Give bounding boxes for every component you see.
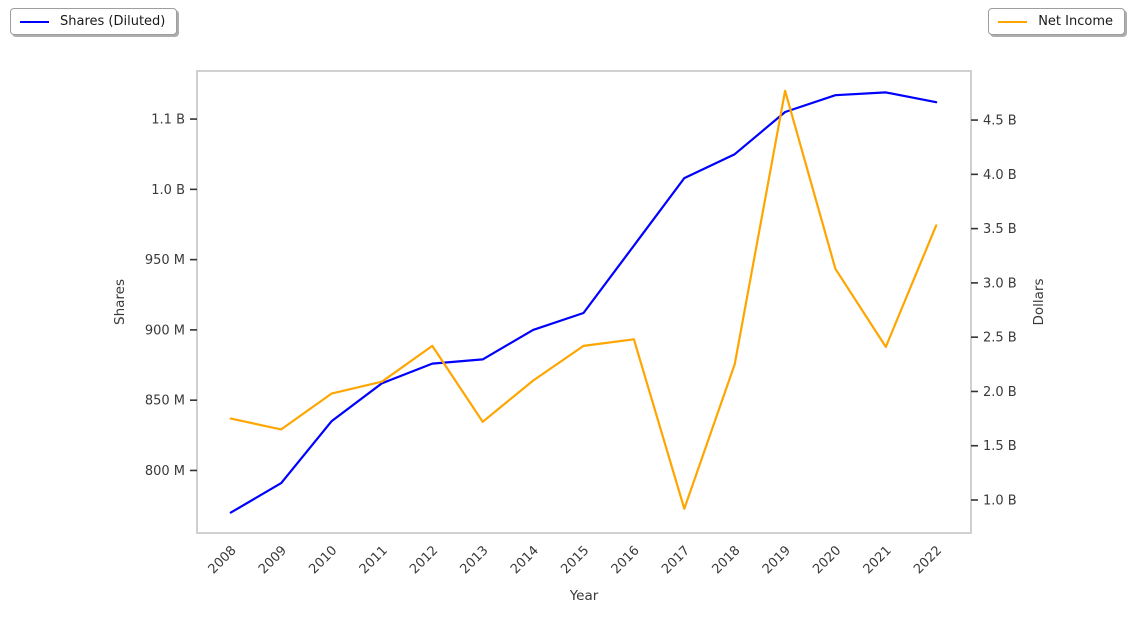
y-right-tick-label: 2.5 B: [983, 331, 1017, 346]
x-tick-label: 2012: [407, 543, 441, 577]
y-left-tick-label: 800 M: [145, 464, 185, 479]
plot-frame: [196, 70, 972, 534]
x-tick-label: 2014: [508, 543, 542, 577]
x-axis-label: Year: [569, 588, 599, 604]
legend-net-income-label: Net Income: [1038, 14, 1113, 29]
net-income-line: [229, 89, 938, 510]
y-right-tick-label: 4.5 B: [983, 114, 1017, 129]
x-tick-label: 2011: [357, 543, 391, 577]
y-right-axis-label: Dollars: [1031, 278, 1047, 325]
y-right-tick-label: 2.0 B: [983, 385, 1017, 400]
x-tick-label: 2022: [911, 543, 945, 577]
y-left-tick-label: 1.1 B: [151, 113, 185, 128]
net-income-line-swatch: [998, 20, 1028, 23]
x-tick-label: 2008: [206, 543, 240, 577]
y-left-tick-label: 850 M: [145, 394, 185, 409]
legend-shares-diluted: Shares (Diluted): [10, 8, 178, 35]
x-tick-label: 2021: [861, 543, 895, 577]
x-tick-label: 2017: [659, 543, 693, 577]
legend-shares-label: Shares (Diluted): [60, 14, 166, 29]
y-left-tick-label: 900 M: [145, 323, 185, 338]
x-tick-label: 2015: [558, 543, 592, 577]
shares-line-swatch: [20, 20, 49, 23]
y-right-tick-label: 1.5 B: [983, 439, 1017, 454]
x-tick-label: 2016: [609, 543, 643, 577]
y-right-tick-label: 3.0 B: [983, 276, 1017, 291]
y-left-tick-label: 1.0 B: [151, 183, 185, 198]
x-tick-label: 2019: [760, 543, 794, 577]
legend-net-income: Net Income: [988, 8, 1125, 35]
x-tick-label: 2013: [458, 543, 492, 577]
x-tick-label: 2010: [306, 543, 340, 577]
y-right-tick-label: 4.0 B: [983, 168, 1017, 183]
y-right-tick-label: 3.5 B: [983, 222, 1017, 237]
y-left-axis-label: Shares: [112, 279, 128, 325]
x-tick-label: 2020: [810, 543, 844, 577]
shares-diluted-line: [229, 91, 938, 514]
y-right-tick-label: 1.0 B: [983, 494, 1017, 509]
y-left-tick-label: 950 M: [145, 253, 185, 268]
x-tick-label: 2009: [256, 543, 290, 577]
x-tick-label: 2018: [709, 543, 743, 577]
